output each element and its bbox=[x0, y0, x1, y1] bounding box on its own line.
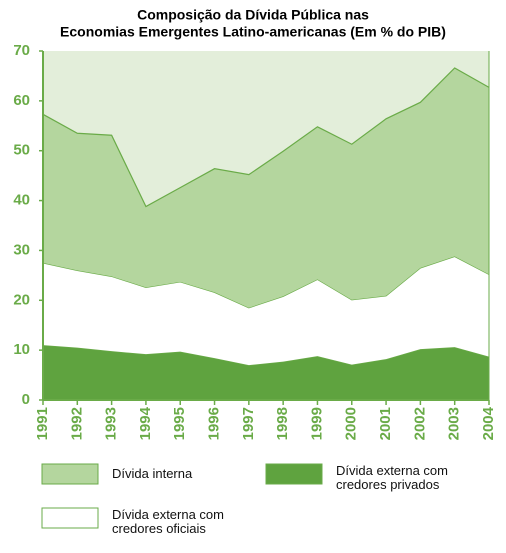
x-tick-label: 1996 bbox=[206, 407, 223, 440]
legend-swatch bbox=[41, 507, 99, 529]
area bbox=[43, 345, 489, 400]
legend-label: Dívida externa com credores privados bbox=[336, 463, 448, 492]
x-tick-label: 1999 bbox=[308, 407, 325, 440]
y-tick-label: 40 bbox=[13, 192, 30, 209]
chart-title: Economias Emergentes Latino-americanas (… bbox=[60, 24, 446, 40]
y-tick-label: 70 bbox=[13, 42, 30, 59]
legend-swatch bbox=[41, 463, 99, 485]
y-tick-label: 20 bbox=[13, 291, 30, 308]
chart-title: Composição da Dívida Pública nas bbox=[137, 7, 369, 23]
x-tick-label: 1997 bbox=[240, 407, 257, 440]
y-tick-label: 30 bbox=[13, 241, 30, 258]
area bbox=[43, 67, 489, 308]
x-tick-label: 1994 bbox=[137, 406, 154, 440]
x-tick-label: 2000 bbox=[343, 407, 360, 440]
x-tick-label: 1991 bbox=[34, 407, 51, 440]
legend-swatch bbox=[265, 463, 323, 485]
x-tick-label: 1995 bbox=[171, 407, 188, 440]
x-tick-label: 2001 bbox=[377, 407, 394, 440]
legend-label: Dívida externa com credores oficiais bbox=[112, 507, 224, 536]
legend-label: Dívida interna bbox=[112, 466, 193, 481]
y-tick-label: 0 bbox=[22, 391, 30, 408]
y-tick-label: 50 bbox=[13, 142, 30, 159]
x-tick-label: 2004 bbox=[480, 406, 497, 440]
x-tick-label: 1998 bbox=[274, 407, 291, 440]
x-tick-label: 2002 bbox=[411, 407, 428, 440]
x-tick-label: 2003 bbox=[446, 407, 463, 440]
area-edge bbox=[42, 67, 490, 208]
area bbox=[43, 256, 489, 366]
y-tick-label: 10 bbox=[13, 341, 30, 358]
x-tick-label: 1993 bbox=[103, 407, 120, 440]
x-tick-label: 1992 bbox=[68, 407, 85, 440]
y-tick-label: 60 bbox=[13, 92, 30, 109]
